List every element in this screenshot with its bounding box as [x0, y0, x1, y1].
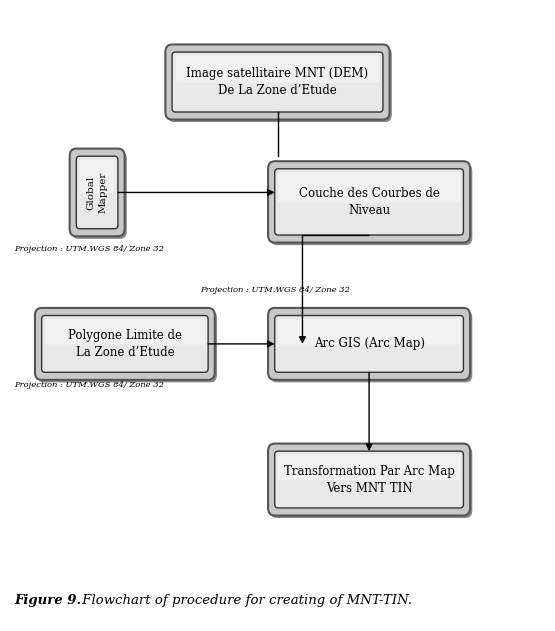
FancyBboxPatch shape [168, 47, 392, 122]
Text: Flowchart of procedure for creating of MNT-TIN.: Flowchart of procedure for creating of M… [78, 594, 412, 607]
FancyBboxPatch shape [275, 316, 463, 372]
FancyBboxPatch shape [270, 446, 472, 518]
FancyBboxPatch shape [268, 308, 470, 380]
Text: Global
Mapper: Global Mapper [87, 172, 108, 213]
FancyBboxPatch shape [45, 319, 205, 345]
Text: Transformation Par Arc Map
Vers MNT TIN: Transformation Par Arc Map Vers MNT TIN [284, 464, 455, 495]
FancyBboxPatch shape [270, 310, 472, 382]
Text: Figure 9.: Figure 9. [14, 594, 81, 607]
FancyBboxPatch shape [76, 156, 118, 229]
FancyBboxPatch shape [42, 316, 208, 372]
Text: Projection : UTM.WGS 84/ Zone 32: Projection : UTM.WGS 84/ Zone 32 [200, 286, 350, 294]
FancyBboxPatch shape [275, 168, 463, 235]
Text: Couche des Courbes de
Niveau: Couche des Courbes de Niveau [299, 187, 440, 217]
Text: Arc GIS (Arc Map): Arc GIS (Arc Map) [314, 338, 425, 350]
FancyBboxPatch shape [270, 163, 472, 245]
FancyBboxPatch shape [175, 56, 380, 83]
Text: Polygone Limite de
La Zone d’Etude: Polygone Limite de La Zone d’Etude [68, 329, 182, 359]
FancyBboxPatch shape [278, 319, 460, 345]
FancyBboxPatch shape [165, 44, 390, 120]
FancyBboxPatch shape [35, 308, 215, 380]
Text: Image satellitaire MNT (DEM)
De La Zone d’Etude: Image satellitaire MNT (DEM) De La Zone … [186, 67, 369, 97]
Text: Projection : UTM.WGS 84/ Zone 32: Projection : UTM.WGS 84/ Zone 32 [14, 245, 164, 253]
FancyBboxPatch shape [72, 151, 127, 239]
Text: Projection : UTM.WGS 84/ Zone 32: Projection : UTM.WGS 84/ Zone 32 [14, 381, 164, 389]
FancyBboxPatch shape [37, 310, 217, 382]
FancyBboxPatch shape [268, 444, 470, 516]
FancyBboxPatch shape [268, 161, 470, 242]
FancyBboxPatch shape [278, 172, 460, 203]
FancyBboxPatch shape [69, 149, 124, 236]
FancyBboxPatch shape [172, 52, 383, 112]
FancyBboxPatch shape [275, 451, 463, 508]
FancyBboxPatch shape [278, 454, 460, 480]
FancyBboxPatch shape [80, 160, 114, 193]
